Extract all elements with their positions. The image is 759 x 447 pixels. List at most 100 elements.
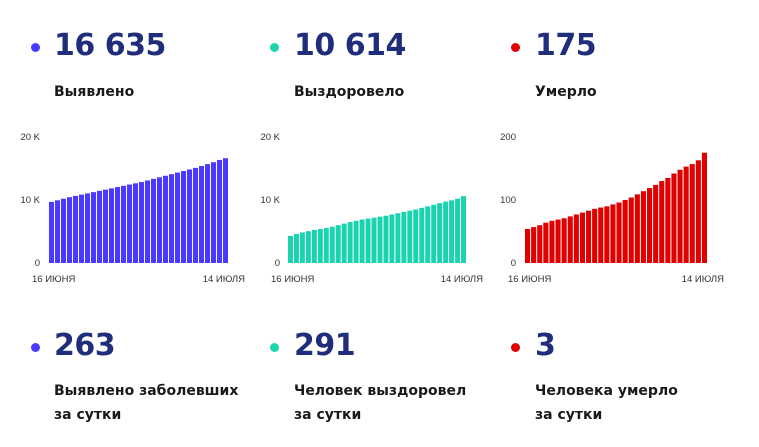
deaths-bar [537, 225, 543, 263]
deaths-bar [531, 227, 537, 263]
recovered-daily-dot-icon [270, 343, 279, 352]
detected-dot-icon [31, 43, 40, 52]
recovered-bar [317, 228, 323, 263]
detected-bar [223, 158, 228, 263]
detected-bar [85, 193, 90, 263]
deaths-bar [543, 222, 549, 263]
deaths-daily-label-line1: Человека умерло [535, 383, 678, 399]
detected-bar [151, 178, 156, 263]
detected-bar [205, 164, 210, 263]
recovered-bar [395, 213, 401, 263]
deaths-bar [701, 152, 707, 263]
deaths-bar [561, 218, 567, 263]
recovered-bar [401, 211, 407, 263]
deaths-bar [677, 169, 683, 263]
deaths-bar [634, 194, 640, 263]
detected-bar [103, 189, 108, 263]
detected-bar [145, 180, 150, 263]
recovered-bar [419, 207, 425, 264]
recovered-bar [347, 222, 353, 263]
deaths-bar [683, 166, 689, 263]
panel-deaths: 175 Умерло 0 100 200 16 ИЮНЯ 14 ИЮЛЯ 3 Челов… [480, 0, 724, 447]
detected-bar [73, 195, 78, 263]
recovered-x-start-label: 16 ИЮНЯ [271, 274, 314, 285]
detected-bar [157, 177, 162, 263]
recovered-daily-label-line1: Человек выздоровел [294, 383, 467, 399]
recovered-bar [288, 235, 293, 263]
recovered-bar [407, 210, 413, 263]
recovered-bar [413, 209, 419, 263]
detected-bar [199, 165, 204, 263]
deaths-x-end-label: 14 ИЮЛЯ [682, 274, 724, 285]
detected-x-start-label: 16 ИЮНЯ [32, 274, 75, 285]
panel-detected: 16 635 Выявлено 0 10 K 20 K 16 ИЮНЯ 14 ИЮЛЯ … [0, 0, 245, 447]
detected-bar [97, 190, 102, 263]
recovered-dot-icon [270, 43, 279, 52]
deaths-bar [622, 200, 628, 263]
recovered-bar [311, 229, 317, 263]
deaths-daily-label-line2: за сутки [535, 407, 603, 423]
deaths-bar [573, 214, 579, 263]
recovered-bar [305, 231, 311, 263]
deaths-bar [598, 207, 604, 263]
deaths-dot-icon [511, 43, 520, 52]
recovered-bar [389, 214, 395, 263]
detected-chart: 0 10 K 20 K 16 ИЮНЯ 14 ИЮЛЯ [20, 132, 245, 285]
recovered-daily-label-line2: за сутки [294, 407, 362, 423]
deaths-daily: 3 [535, 328, 556, 363]
detected-total: 16 635 [54, 28, 166, 63]
detected-bar [67, 197, 72, 263]
detected-bar [163, 175, 168, 263]
deaths-bar [604, 206, 610, 263]
detected-bar [187, 169, 192, 263]
recovered-total: 10 614 [294, 28, 406, 63]
recovered-y-tick-label: 0 [275, 258, 280, 269]
recovered-bar [323, 228, 329, 263]
recovered-x-end-label: 14 ИЮЛЯ [441, 274, 483, 285]
detected-bar [121, 185, 126, 263]
deaths-bar [671, 173, 677, 263]
deaths-bar [567, 216, 573, 263]
deaths-chart: 0 100 200 16 ИЮНЯ 14 ИЮЛЯ [500, 132, 724, 285]
detected-bar [55, 200, 60, 263]
recovered-bar [455, 198, 461, 263]
detected-bar [91, 192, 96, 264]
deaths-x-start-label: 16 ИЮНЯ [508, 274, 551, 285]
detected-y-tick-label: 0 [35, 258, 40, 269]
deaths-daily-dot-icon [511, 343, 520, 352]
recovered-bar [341, 223, 347, 264]
detected-y-tick-label: 20 K [20, 132, 40, 143]
detected-bar [211, 162, 216, 263]
deaths-bar [579, 212, 585, 263]
recovered-total-label: Выздоровело [294, 84, 405, 100]
detected-bar [79, 194, 84, 263]
deaths-total: 175 [535, 28, 597, 63]
detected-daily-label-line1: Выявлено заболевших [54, 383, 239, 399]
detected-y-tick-label: 10 K [20, 195, 40, 206]
deaths-y-tick-label: 200 [500, 132, 516, 143]
deaths-y-tick-label: 100 [500, 195, 516, 206]
recovered-y-tick-label: 10 K [260, 195, 280, 206]
deaths-bar [628, 197, 634, 263]
recovered-bar [449, 200, 455, 263]
deaths-bar [665, 177, 671, 263]
deaths-bar [592, 208, 598, 263]
deaths-bar [647, 188, 653, 263]
deaths-bar [659, 181, 665, 263]
detected-bar [139, 182, 144, 263]
detected-daily-label-line2: за сутки [54, 407, 122, 423]
deaths-bar [689, 164, 695, 263]
recovered-bar [299, 232, 305, 263]
deaths-bar [640, 191, 646, 263]
detected-x-end-label: 14 ИЮЛЯ [203, 274, 245, 285]
recovered-bar [431, 204, 437, 263]
recovered-bar [365, 218, 371, 263]
detected-daily-dot-icon [31, 343, 40, 352]
detected-bar [175, 172, 180, 263]
recovered-bar [335, 225, 341, 263]
detected-bar [109, 188, 114, 263]
recovered-bar [443, 201, 449, 263]
recovered-y-tick-label: 20 K [260, 132, 280, 143]
detected-daily: 263 [54, 328, 116, 363]
detected-bar [133, 183, 138, 263]
